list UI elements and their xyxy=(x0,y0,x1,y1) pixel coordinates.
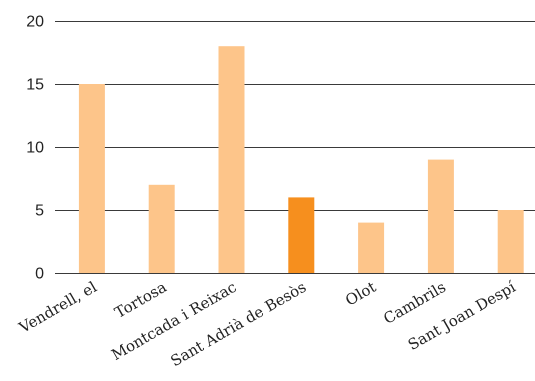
y-tick-label: 0 xyxy=(35,266,44,283)
bar-5 xyxy=(427,159,454,273)
y-tick-label: 10 xyxy=(26,140,44,157)
y-tick-label: 5 xyxy=(35,203,44,220)
x-tick-label: Tortosa xyxy=(112,278,170,322)
bars xyxy=(78,46,524,274)
bar-6 xyxy=(497,210,524,273)
y-axis-ticks: 0 5 10 15 20 xyxy=(26,14,44,283)
bar-4 xyxy=(358,222,385,273)
x-tick-label: Olot xyxy=(342,278,379,310)
y-tick-label: 15 xyxy=(26,77,44,94)
bar-3 xyxy=(288,197,315,273)
y-tick-label: 20 xyxy=(26,14,44,31)
bar-1 xyxy=(148,184,175,273)
bar-2 xyxy=(218,46,245,274)
bar-0 xyxy=(78,84,105,273)
gridlines xyxy=(55,21,535,274)
x-tick-label: Vendrell, el xyxy=(15,278,100,337)
